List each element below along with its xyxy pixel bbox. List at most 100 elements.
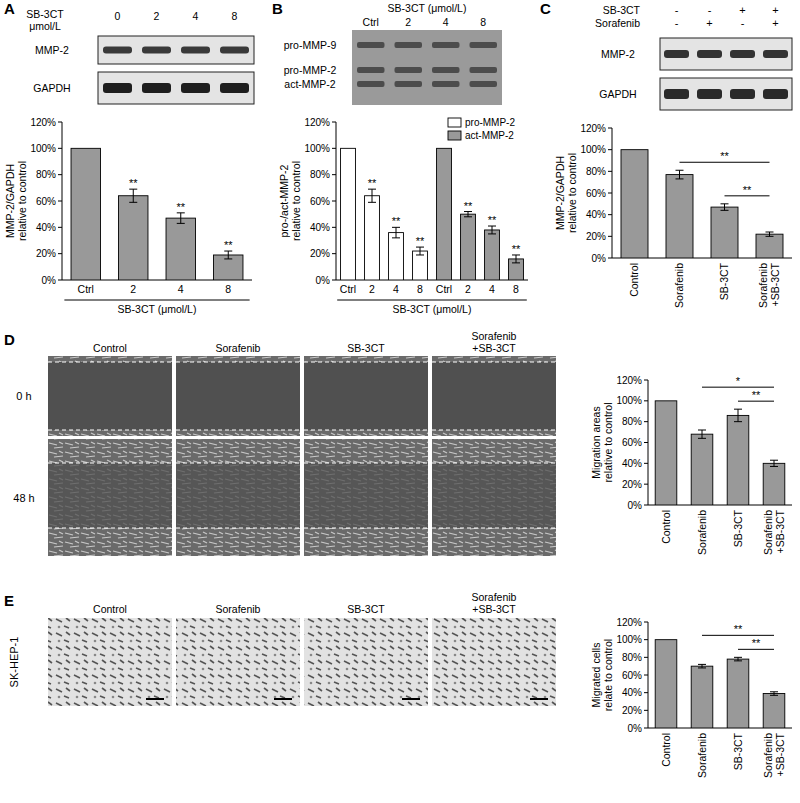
tick xyxy=(608,258,612,259)
x-label-group: Control xyxy=(660,733,672,767)
tick xyxy=(644,657,648,658)
x-label-rule xyxy=(64,300,249,301)
tick-label: 120% xyxy=(616,617,642,628)
y-label-group: MMP-2/GAPDHrelative to control xyxy=(554,153,578,233)
error-bar xyxy=(698,430,706,438)
blot-band xyxy=(181,47,210,54)
scratch-image xyxy=(432,439,556,556)
treatment-sign: + xyxy=(706,17,712,29)
tick-label: 120% xyxy=(304,117,330,128)
gel-band xyxy=(470,42,498,48)
tick xyxy=(608,193,612,194)
cell-line-group: SK-HEP-1 xyxy=(8,637,20,688)
blot-header: SB-3CT xyxy=(26,8,64,20)
x-label-group: SB-3CT xyxy=(718,262,730,300)
bar xyxy=(485,230,500,280)
tick-label: 20% xyxy=(310,248,330,259)
transwell-image xyxy=(432,618,556,706)
significance: ** xyxy=(392,215,401,227)
blot-box xyxy=(660,38,792,70)
marks xyxy=(621,150,783,258)
scale-bar xyxy=(146,698,164,700)
tick xyxy=(644,692,648,693)
category-label: 2 xyxy=(465,283,471,295)
bar xyxy=(727,415,749,505)
category-label: SB-3CT xyxy=(718,262,730,300)
gel-band xyxy=(357,42,385,48)
category-label: 4 xyxy=(489,283,495,295)
lane-label: 2 xyxy=(405,16,411,28)
error-stem xyxy=(396,227,397,238)
legend-label: act-MMP-2 xyxy=(465,130,514,141)
error-stem xyxy=(724,204,725,211)
tick-label: 100% xyxy=(616,634,642,645)
significance: ** xyxy=(720,150,729,162)
blot-header: SB-3CT (μmol/L) xyxy=(388,2,467,14)
error-cap xyxy=(512,262,520,263)
error-bar xyxy=(129,189,137,202)
bar xyxy=(763,463,785,505)
bar xyxy=(461,214,476,280)
tick xyxy=(58,148,62,149)
treatment-sign: - xyxy=(708,4,712,16)
wound-edge xyxy=(48,430,172,431)
category-label: 4 xyxy=(393,283,399,295)
y-label-group: Migrated cellsrelate to control xyxy=(590,639,614,711)
error-bar xyxy=(392,227,400,238)
scratch-image xyxy=(304,356,428,436)
error-cap xyxy=(766,232,774,233)
transwell-image xyxy=(176,618,300,706)
category-label: 8 xyxy=(225,283,231,295)
tick xyxy=(58,122,62,123)
error-bar xyxy=(734,657,742,661)
y-label: MMP-2/GAPDHrelative to control xyxy=(4,161,28,241)
error-stem xyxy=(468,212,469,217)
tick-label: 80% xyxy=(310,169,330,180)
error-cap xyxy=(488,233,496,234)
error-stem xyxy=(774,460,775,466)
panel-letter: B xyxy=(272,0,283,17)
tick xyxy=(332,201,336,202)
y-label-group: MMP-2/GAPDHrelative to control xyxy=(4,161,28,241)
tick-label: 80% xyxy=(622,652,642,663)
transwell-image xyxy=(48,618,172,706)
scratch-gap xyxy=(432,362,556,430)
error-bar xyxy=(464,212,472,217)
category-label: Sorafenib xyxy=(696,733,708,778)
band-label: GAPDH xyxy=(599,88,636,100)
bar xyxy=(655,640,677,728)
transwell-image xyxy=(304,618,428,706)
gel-band xyxy=(432,42,460,48)
blot-band xyxy=(103,47,132,54)
tick xyxy=(58,253,62,254)
wound-edge xyxy=(176,463,300,464)
scale-bar xyxy=(402,698,420,700)
treatment-sign: - xyxy=(675,4,679,16)
blot-band xyxy=(103,83,132,93)
category-label: Sorafenib xyxy=(673,263,685,308)
significance: ** xyxy=(752,389,761,401)
figure: ABCDESB-3CTμmol/L0248MMP-2GAPDHSB-3CT (μ… xyxy=(0,0,800,803)
tick xyxy=(644,484,648,485)
column-title: Sorafenib xyxy=(216,603,261,615)
error-stem xyxy=(738,409,739,422)
tick xyxy=(644,505,648,506)
scratch-image xyxy=(176,356,300,436)
tick xyxy=(608,214,612,215)
scratch-gap xyxy=(48,362,172,430)
error-cap xyxy=(734,409,742,410)
x-label-group: Control xyxy=(628,263,640,297)
error-bar xyxy=(721,204,729,211)
tick xyxy=(644,728,648,729)
wound-edge xyxy=(304,463,428,464)
treatment-sign: + xyxy=(739,4,745,16)
chart-B: 0%20%40%60%80%100%120%pro-/act-MMP-2rela… xyxy=(278,117,528,316)
column-title: SB-3CT xyxy=(347,342,385,354)
panel-letter: A xyxy=(4,0,15,17)
tick xyxy=(58,227,62,228)
error-stem xyxy=(420,247,421,255)
significance: ** xyxy=(743,184,752,196)
bar xyxy=(727,659,749,728)
error-cap xyxy=(177,223,185,224)
tick xyxy=(608,128,612,129)
